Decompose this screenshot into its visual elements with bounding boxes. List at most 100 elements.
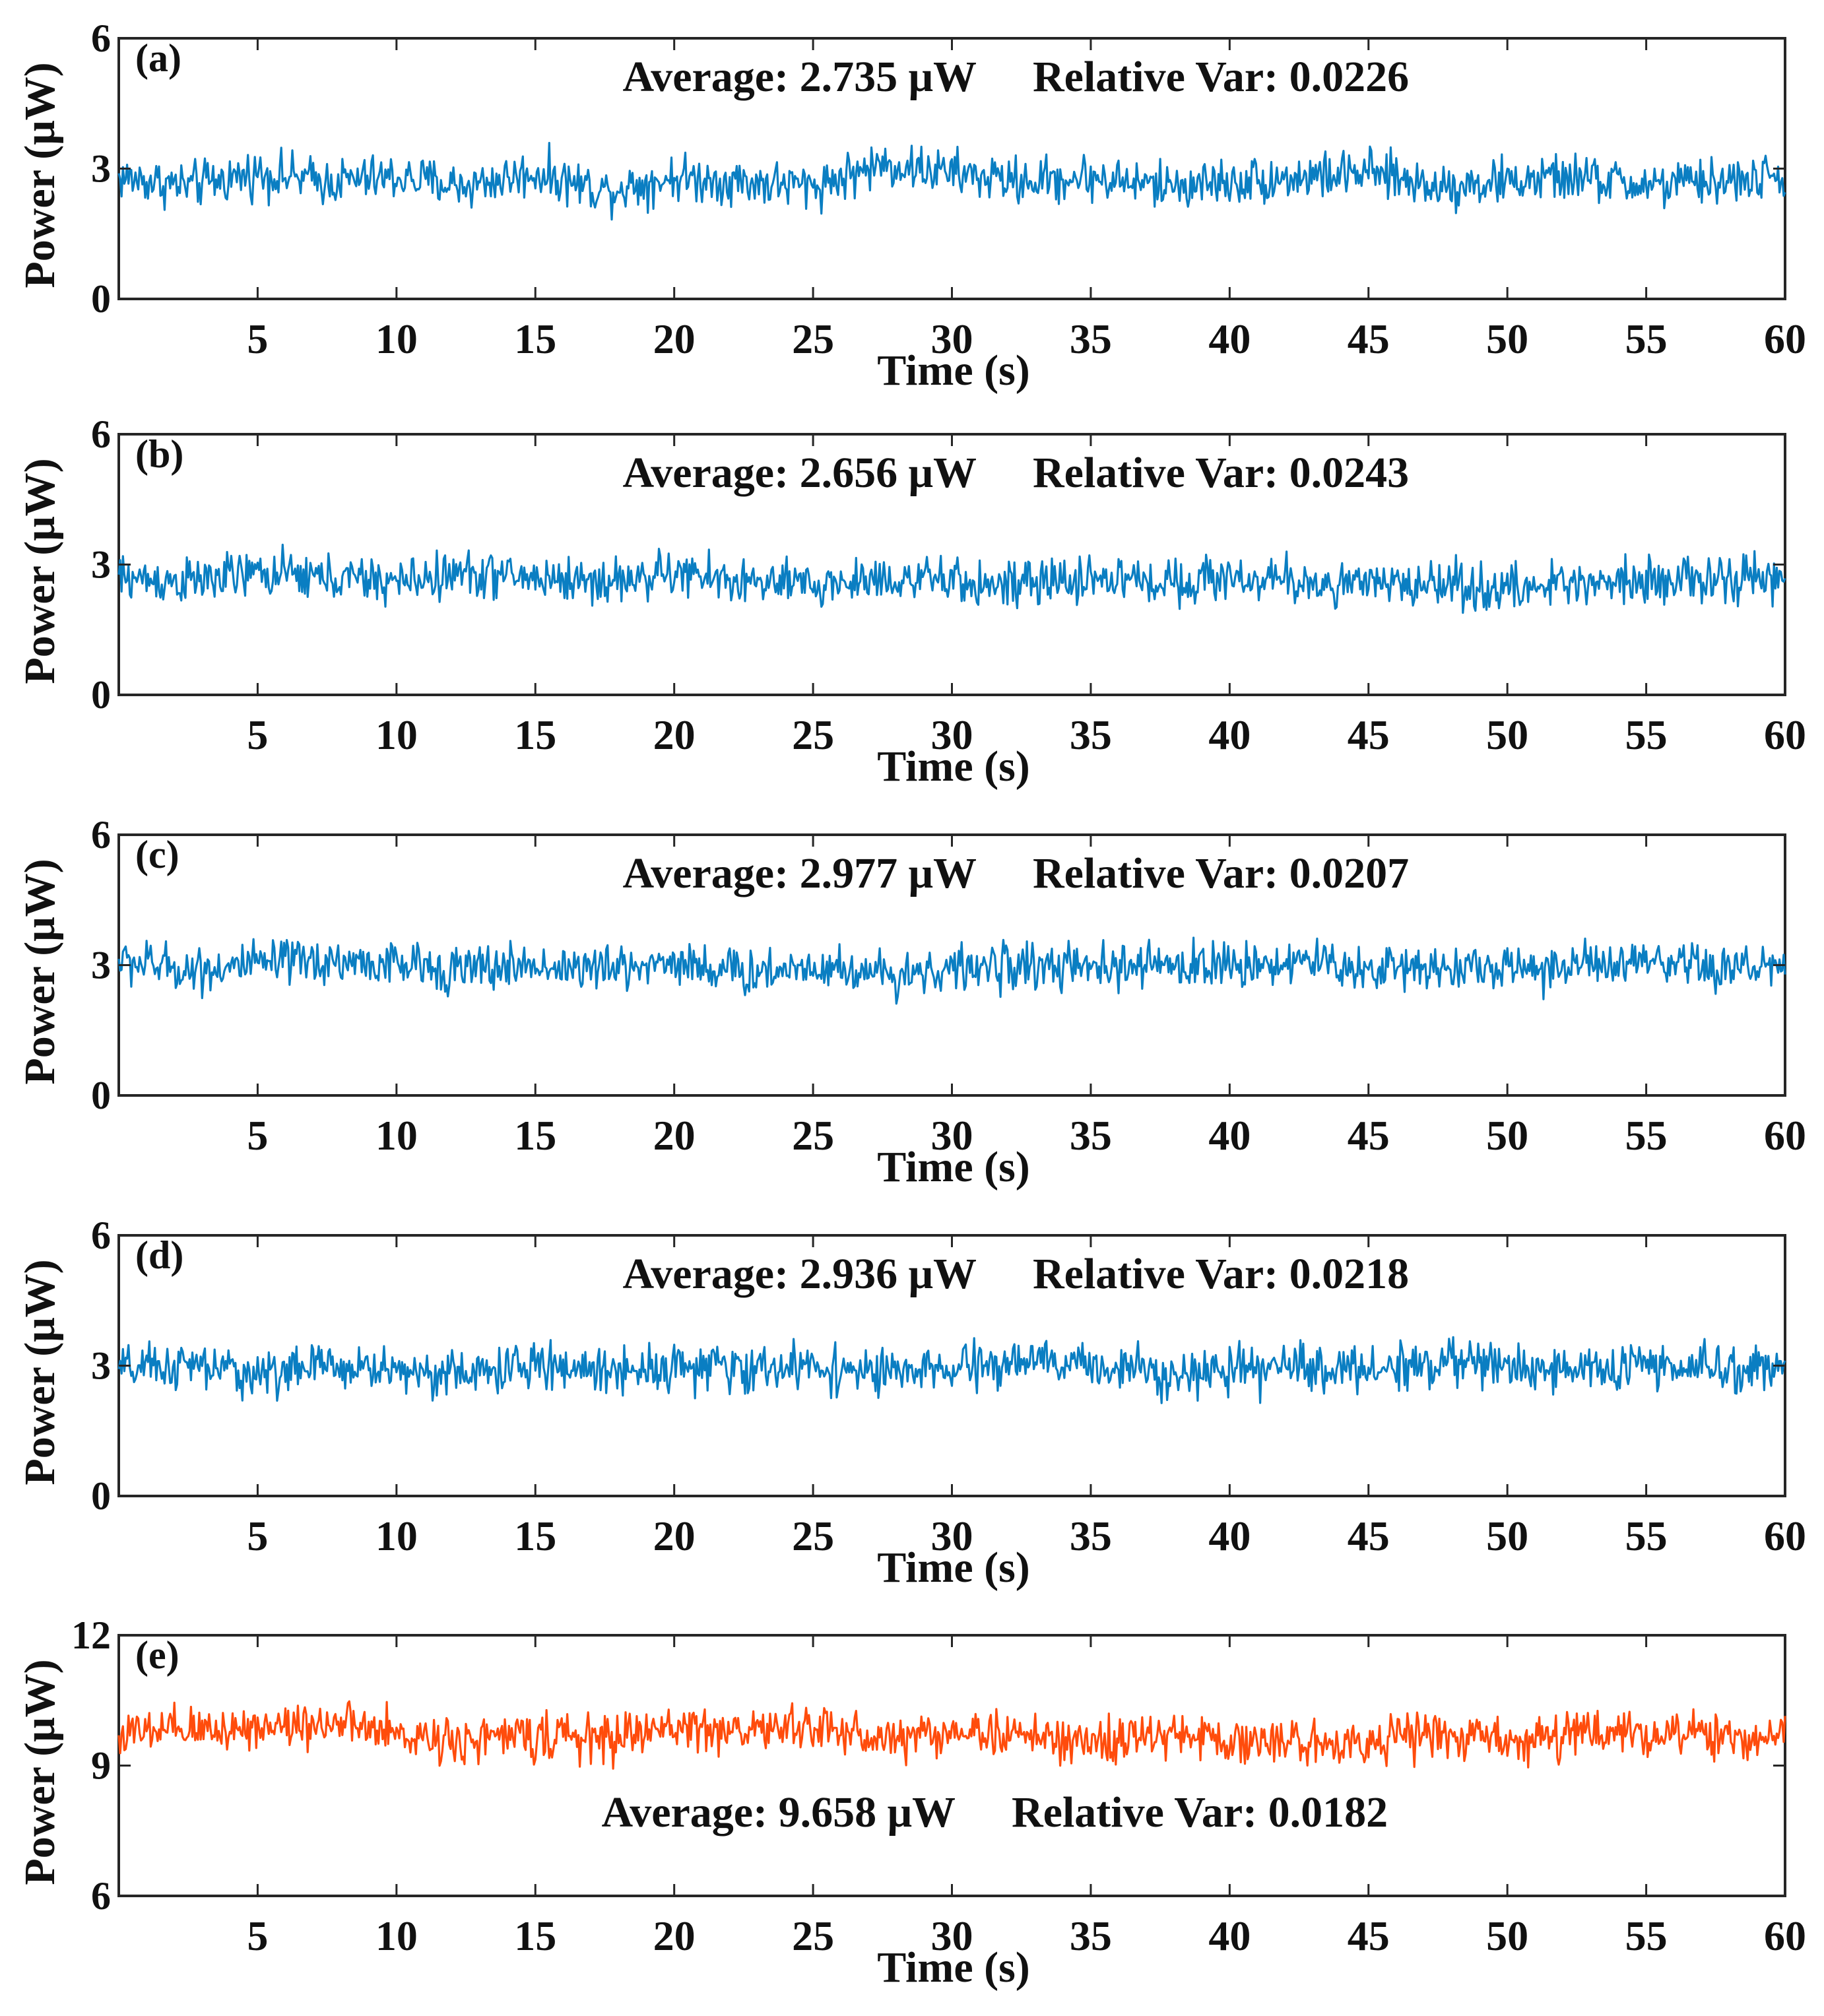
- average-annotation: Average: 2.735 μW: [622, 53, 977, 101]
- panel-b: 5 10 15 20 25 30 35 40 45 50 55 60 0 3 6 Time (s) Power …: [16, 412, 1806, 791]
- relative-var-annotation: Relative Var: 0.0226: [1033, 53, 1409, 101]
- y-axis-label: Power (μW): [16, 1259, 64, 1485]
- relative-var-annotation: Relative Var: 0.0218: [1033, 1250, 1409, 1298]
- x-tick-label: 10: [375, 1112, 418, 1159]
- panel-e: 5 10 15 20 25 30 35 40 45 50 55 60 6 9 12 Time (s) Power…: [16, 1613, 1806, 1992]
- x-tick-label: 50: [1486, 1512, 1528, 1559]
- x-tick-label: 45: [1348, 315, 1390, 362]
- y-tick-label: 6: [91, 1214, 111, 1257]
- x-tick-label: 60: [1764, 711, 1806, 758]
- average-annotation: Average: 9.658 μW: [601, 1788, 956, 1837]
- x-tick-label: 50: [1486, 711, 1528, 758]
- y-tick-label: 9: [91, 1744, 111, 1788]
- x-axis-label: Time (s): [877, 1943, 1030, 1992]
- x-tick-label: 15: [514, 1512, 556, 1559]
- y-axis-label: Power (μW): [16, 1659, 64, 1885]
- x-axis-label: Time (s): [877, 1544, 1030, 1592]
- relative-var-annotation: Relative Var: 0.0207: [1033, 849, 1409, 897]
- x-tick-label: 30: [931, 1112, 973, 1159]
- x-tick-label: 5: [247, 315, 268, 362]
- y-tick-label: 6: [91, 412, 111, 456]
- x-tick-label: 30: [931, 711, 973, 758]
- x-tick-label: 45: [1348, 1112, 1390, 1159]
- x-tick-label: 35: [1070, 711, 1112, 758]
- series-line: [117, 936, 1786, 1005]
- x-tick-label: 35: [1070, 1512, 1112, 1559]
- x-tick-label: 20: [653, 1512, 696, 1559]
- average-annotation: Average: 2.656 μW: [622, 449, 977, 497]
- y-tick-label: 3: [91, 944, 111, 987]
- x-tick-label: 30: [931, 1512, 973, 1559]
- x-axis-label: Time (s): [877, 742, 1030, 791]
- x-tick-label: 35: [1070, 1112, 1112, 1159]
- x-tick-label: 10: [375, 1512, 418, 1559]
- x-tick-label: 25: [792, 315, 834, 362]
- average-annotation: Average: 2.977 μW: [622, 849, 977, 897]
- y-tick-label: 6: [91, 813, 111, 857]
- x-tick-label: 20: [653, 711, 696, 758]
- panel-label: (c): [135, 833, 179, 876]
- x-tick-label: 15: [514, 315, 556, 362]
- y-axis-label: Power (μW): [16, 458, 64, 684]
- panel-d: 5 10 15 20 25 30 35 40 45 50 55 60 0 3 6 Time (s) Power …: [16, 1214, 1806, 1592]
- panel-a: 5 10 15 20 25 30 35 40 45 50 55 60 0 3 6 Time (s) Power …: [16, 16, 1806, 395]
- x-tick-label: 60: [1764, 1112, 1806, 1159]
- y-tick-label: 3: [91, 147, 111, 191]
- x-tick-label: 25: [792, 1112, 834, 1159]
- panel-c: 5 10 15 20 25 30 35 40 45 50 55 60 0 3 6 Time (s) Power …: [16, 813, 1806, 1191]
- y-tick-label: 0: [91, 673, 111, 717]
- y-tick-label: 6: [91, 16, 111, 60]
- x-tick-label: 20: [653, 315, 696, 362]
- x-tick-label: 55: [1625, 315, 1668, 362]
- x-tick-label: 60: [1764, 1512, 1806, 1559]
- x-tick-label: 5: [247, 1112, 268, 1159]
- x-tick-label: 45: [1348, 711, 1390, 758]
- y-axis-label: Power (μW): [16, 859, 64, 1084]
- x-tick-label: 30: [931, 315, 973, 362]
- x-tick-label: 50: [1486, 315, 1528, 362]
- panel-label: (e): [135, 1633, 179, 1677]
- x-tick-label: 40: [1208, 711, 1251, 758]
- average-annotation: Average: 2.936 μW: [622, 1250, 977, 1298]
- x-tick-label: 5: [247, 711, 268, 758]
- x-tick-label: 55: [1625, 1512, 1668, 1559]
- x-tick-label: 25: [792, 1512, 834, 1559]
- x-tick-label: 55: [1625, 1912, 1668, 1959]
- x-tick-label: 40: [1208, 315, 1251, 362]
- x-tick-label: 60: [1764, 315, 1806, 362]
- y-tick-label: 0: [91, 277, 111, 321]
- x-tick-label: 45: [1348, 1512, 1390, 1559]
- series-line: [117, 543, 1786, 614]
- x-tick-label: 55: [1625, 711, 1668, 758]
- x-tick-label: 25: [792, 1912, 834, 1959]
- y-tick-label: 3: [91, 1344, 111, 1388]
- relative-var-annotation: Relative Var: 0.0243: [1033, 449, 1409, 497]
- x-tick-label: 15: [514, 1112, 556, 1159]
- x-tick-label: 40: [1208, 1512, 1251, 1559]
- x-tick-label: 10: [375, 1912, 418, 1959]
- x-tick-label: 20: [653, 1112, 696, 1159]
- y-tick-label: 0: [91, 1474, 111, 1518]
- x-tick-label: 50: [1486, 1912, 1528, 1959]
- x-tick-label: 35: [1070, 315, 1112, 362]
- panel-label: (d): [135, 1233, 183, 1277]
- plot-frame: [117, 1634, 1786, 1897]
- x-axis-label: Time (s): [877, 346, 1030, 395]
- x-tick-label: 5: [247, 1912, 268, 1959]
- x-tick-label: 10: [375, 315, 418, 362]
- x-tick-label: 45: [1348, 1912, 1390, 1959]
- x-tick-label: 50: [1486, 1112, 1528, 1159]
- x-tick-label: 20: [653, 1912, 696, 1959]
- relative-var-annotation: Relative Var: 0.0182: [1012, 1788, 1388, 1837]
- x-tick-label: 15: [514, 711, 556, 758]
- x-tick-label: 40: [1208, 1112, 1251, 1159]
- y-tick-label: 6: [91, 1874, 111, 1918]
- series-line: [117, 1700, 1786, 1770]
- x-axis-label: Time (s): [877, 1143, 1030, 1191]
- x-tick-label: 10: [375, 711, 418, 758]
- x-tick-label: 40: [1208, 1912, 1251, 1959]
- x-tick-label: 30: [931, 1912, 973, 1959]
- plot-frame: [117, 433, 1786, 696]
- series-line: [117, 1336, 1786, 1404]
